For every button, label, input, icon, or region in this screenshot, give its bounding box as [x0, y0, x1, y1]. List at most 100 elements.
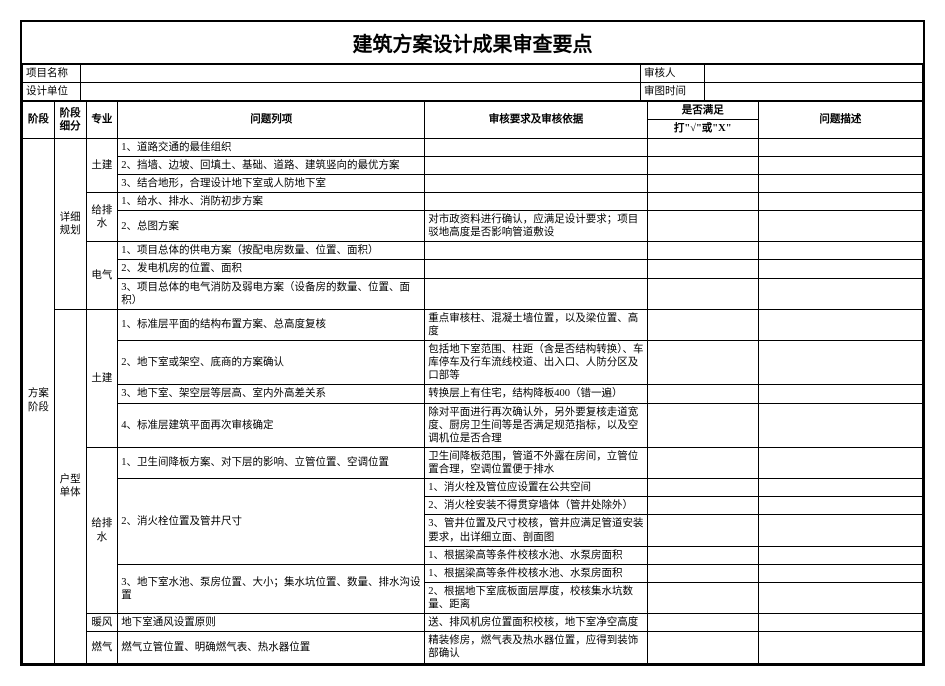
meta-designer-value [81, 83, 641, 101]
cell-issue: 3、结合地形，合理设计地下室或人防地下室 [118, 174, 425, 192]
cell-basis: 1、消火栓及管位应设置在公共空间 [425, 479, 647, 497]
spec-dianqi: 电气 [86, 242, 118, 310]
cell-check [647, 564, 758, 582]
cell-check [647, 614, 758, 632]
cell-basis [425, 242, 647, 260]
cell-issue: 1、标准层平面的结构布置方案、总高度复核 [118, 309, 425, 340]
cell-basis [425, 156, 647, 174]
cell-check [647, 479, 758, 497]
substage-1: 详细规划 [54, 138, 86, 309]
hdr-satisfy-sub: 打"√"或"X" [647, 120, 758, 138]
cell-check [647, 138, 758, 156]
cell-basis: 1、根据梁高等条件校核水池、水泵房面积 [425, 564, 647, 582]
cell-issue: 2、挡墙、边坡、回填土、基础、道路、建筑竖向的最优方案 [118, 156, 425, 174]
cell-basis: 对市政资料进行确认，应满足设计要求；项目驳地高度是否影响管道敷设 [425, 211, 647, 242]
cell-basis [425, 138, 647, 156]
meta-reviewtime-value [705, 83, 923, 101]
cell-desc [758, 564, 922, 582]
cell-basis: 除对平面进行再次确认外，另外要复核走道宽度、厨房卫生间等是否满足规范指标，以及空… [425, 403, 647, 447]
cell-desc [758, 546, 922, 564]
cell-desc [758, 497, 922, 515]
cell-basis [425, 260, 647, 278]
cell-check [647, 156, 758, 174]
cell-issue: 3、地下室水池、泵房位置、大小；集水坑位置、数量、排水沟设置 [118, 564, 425, 613]
cell-check [647, 632, 758, 663]
spec-tujian-2: 土建 [86, 309, 118, 447]
meta-reviewer-value [705, 65, 923, 83]
meta-project-label: 项目名称 [23, 65, 81, 83]
cell-desc [758, 515, 922, 546]
cell-desc [758, 192, 922, 210]
meta-project-value [81, 65, 641, 83]
cell-basis: 2、根据地下室底板面层厚度，校核集水坑数量、距离 [425, 582, 647, 613]
cell-issue: 2、消火栓位置及管井尺寸 [118, 479, 425, 565]
cell-check [647, 260, 758, 278]
cell-check [647, 546, 758, 564]
cell-check [647, 582, 758, 613]
cell-desc [758, 582, 922, 613]
cell-desc [758, 385, 922, 403]
cell-desc [758, 614, 922, 632]
cell-issue: 1、卫生间降板方案、对下层的影响、立管位置、空调位置 [118, 447, 425, 478]
spec-gps-1: 给排水 [86, 192, 118, 241]
cell-issue: 4、标准层建筑平面再次审核确定 [118, 403, 425, 447]
cell-check [647, 515, 758, 546]
cell-issue: 1、给水、排水、消防初步方案 [118, 192, 425, 210]
cell-desc [758, 309, 922, 340]
cell-desc [758, 138, 922, 156]
cell-issue: 1、项目总体的供电方案（按配电房数量、位置、面积） [118, 242, 425, 260]
cell-check [647, 403, 758, 447]
cell-issue: 燃气立管位置、明确燃气表、热水器位置 [118, 632, 425, 663]
document-title: 建筑方案设计成果审查要点 [22, 22, 923, 64]
cell-basis: 精装修房，燃气表及热水器位置，应得到装饰部确认 [425, 632, 647, 663]
cell-basis: 卫生间降板范围，管道不外露在房间，立管位置合理，空调位置便于排水 [425, 447, 647, 478]
cell-check [647, 385, 758, 403]
cell-basis: 1、根据梁高等条件校核水池、水泵房面积 [425, 546, 647, 564]
document-page: 建筑方案设计成果审查要点 项目名称 审核人 设计单位 审图时间 阶段 阶段细分 … [20, 20, 925, 666]
cell-basis: 送、排风机房位置面积校核，地下室净空高度 [425, 614, 647, 632]
cell-check [647, 211, 758, 242]
meta-reviewtime-label: 审图时间 [641, 83, 705, 101]
cell-desc [758, 211, 922, 242]
cell-basis [425, 278, 647, 309]
cell-desc [758, 260, 922, 278]
cell-basis: 重点审核柱、混凝土墙位置，以及梁位置、高度 [425, 309, 647, 340]
cell-desc [758, 632, 922, 663]
cell-check [647, 278, 758, 309]
cell-issue: 地下室通风设置原则 [118, 614, 425, 632]
cell-check [647, 174, 758, 192]
hdr-stage: 阶段 [23, 102, 55, 138]
hdr-basis: 审核要求及审核依据 [425, 102, 647, 138]
cell-check [647, 309, 758, 340]
spec-nuantong: 暖风 [86, 614, 118, 632]
cell-desc [758, 479, 922, 497]
hdr-issue: 问题列项 [118, 102, 425, 138]
spec-ranqi: 燃气 [86, 632, 118, 663]
cell-desc [758, 403, 922, 447]
hdr-desc: 问题描述 [758, 102, 922, 138]
hdr-substage: 阶段细分 [54, 102, 86, 138]
cell-issue: 2、总图方案 [118, 211, 425, 242]
cell-basis: 包括地下室范围、柱距（含是否结构转换）、车库停车及行车流线校道、出入口、人防分区… [425, 341, 647, 385]
cell-issue: 3、项目总体的电气消防及弱电方案（设备房的数量、位置、面积） [118, 278, 425, 309]
cell-basis: 转换层上有住宅，结构降板400（错一遍） [425, 385, 647, 403]
cell-basis: 2、消火栓安装不得贯穿墙体（管井处除外） [425, 497, 647, 515]
stage-cell: 方案阶段 [23, 138, 55, 663]
meta-reviewer-label: 审核人 [641, 65, 705, 83]
cell-issue: 2、地下室或架空、底商的方案确认 [118, 341, 425, 385]
cell-basis: 3、管井位置及尺寸校核，管井应满足管道安装要求，出详细立面、剖面图 [425, 515, 647, 546]
cell-desc [758, 242, 922, 260]
cell-desc [758, 447, 922, 478]
meta-designer-label: 设计单位 [23, 83, 81, 101]
cell-issue: 1、道路交通的最佳组织 [118, 138, 425, 156]
cell-check [647, 447, 758, 478]
cell-check [647, 341, 758, 385]
hdr-satisfy: 是否满足 [647, 102, 758, 120]
cell-issue: 3、地下室、架空层等层高、室内外高差关系 [118, 385, 425, 403]
cell-desc [758, 341, 922, 385]
cell-check [647, 192, 758, 210]
main-table: 阶段 阶段细分 专业 问题列项 审核要求及审核依据 是否满足 问题描述 打"√"… [22, 101, 923, 663]
spec-tujian-1: 土建 [86, 138, 118, 192]
hdr-specialty: 专业 [86, 102, 118, 138]
meta-table: 项目名称 审核人 设计单位 审图时间 [22, 64, 923, 101]
